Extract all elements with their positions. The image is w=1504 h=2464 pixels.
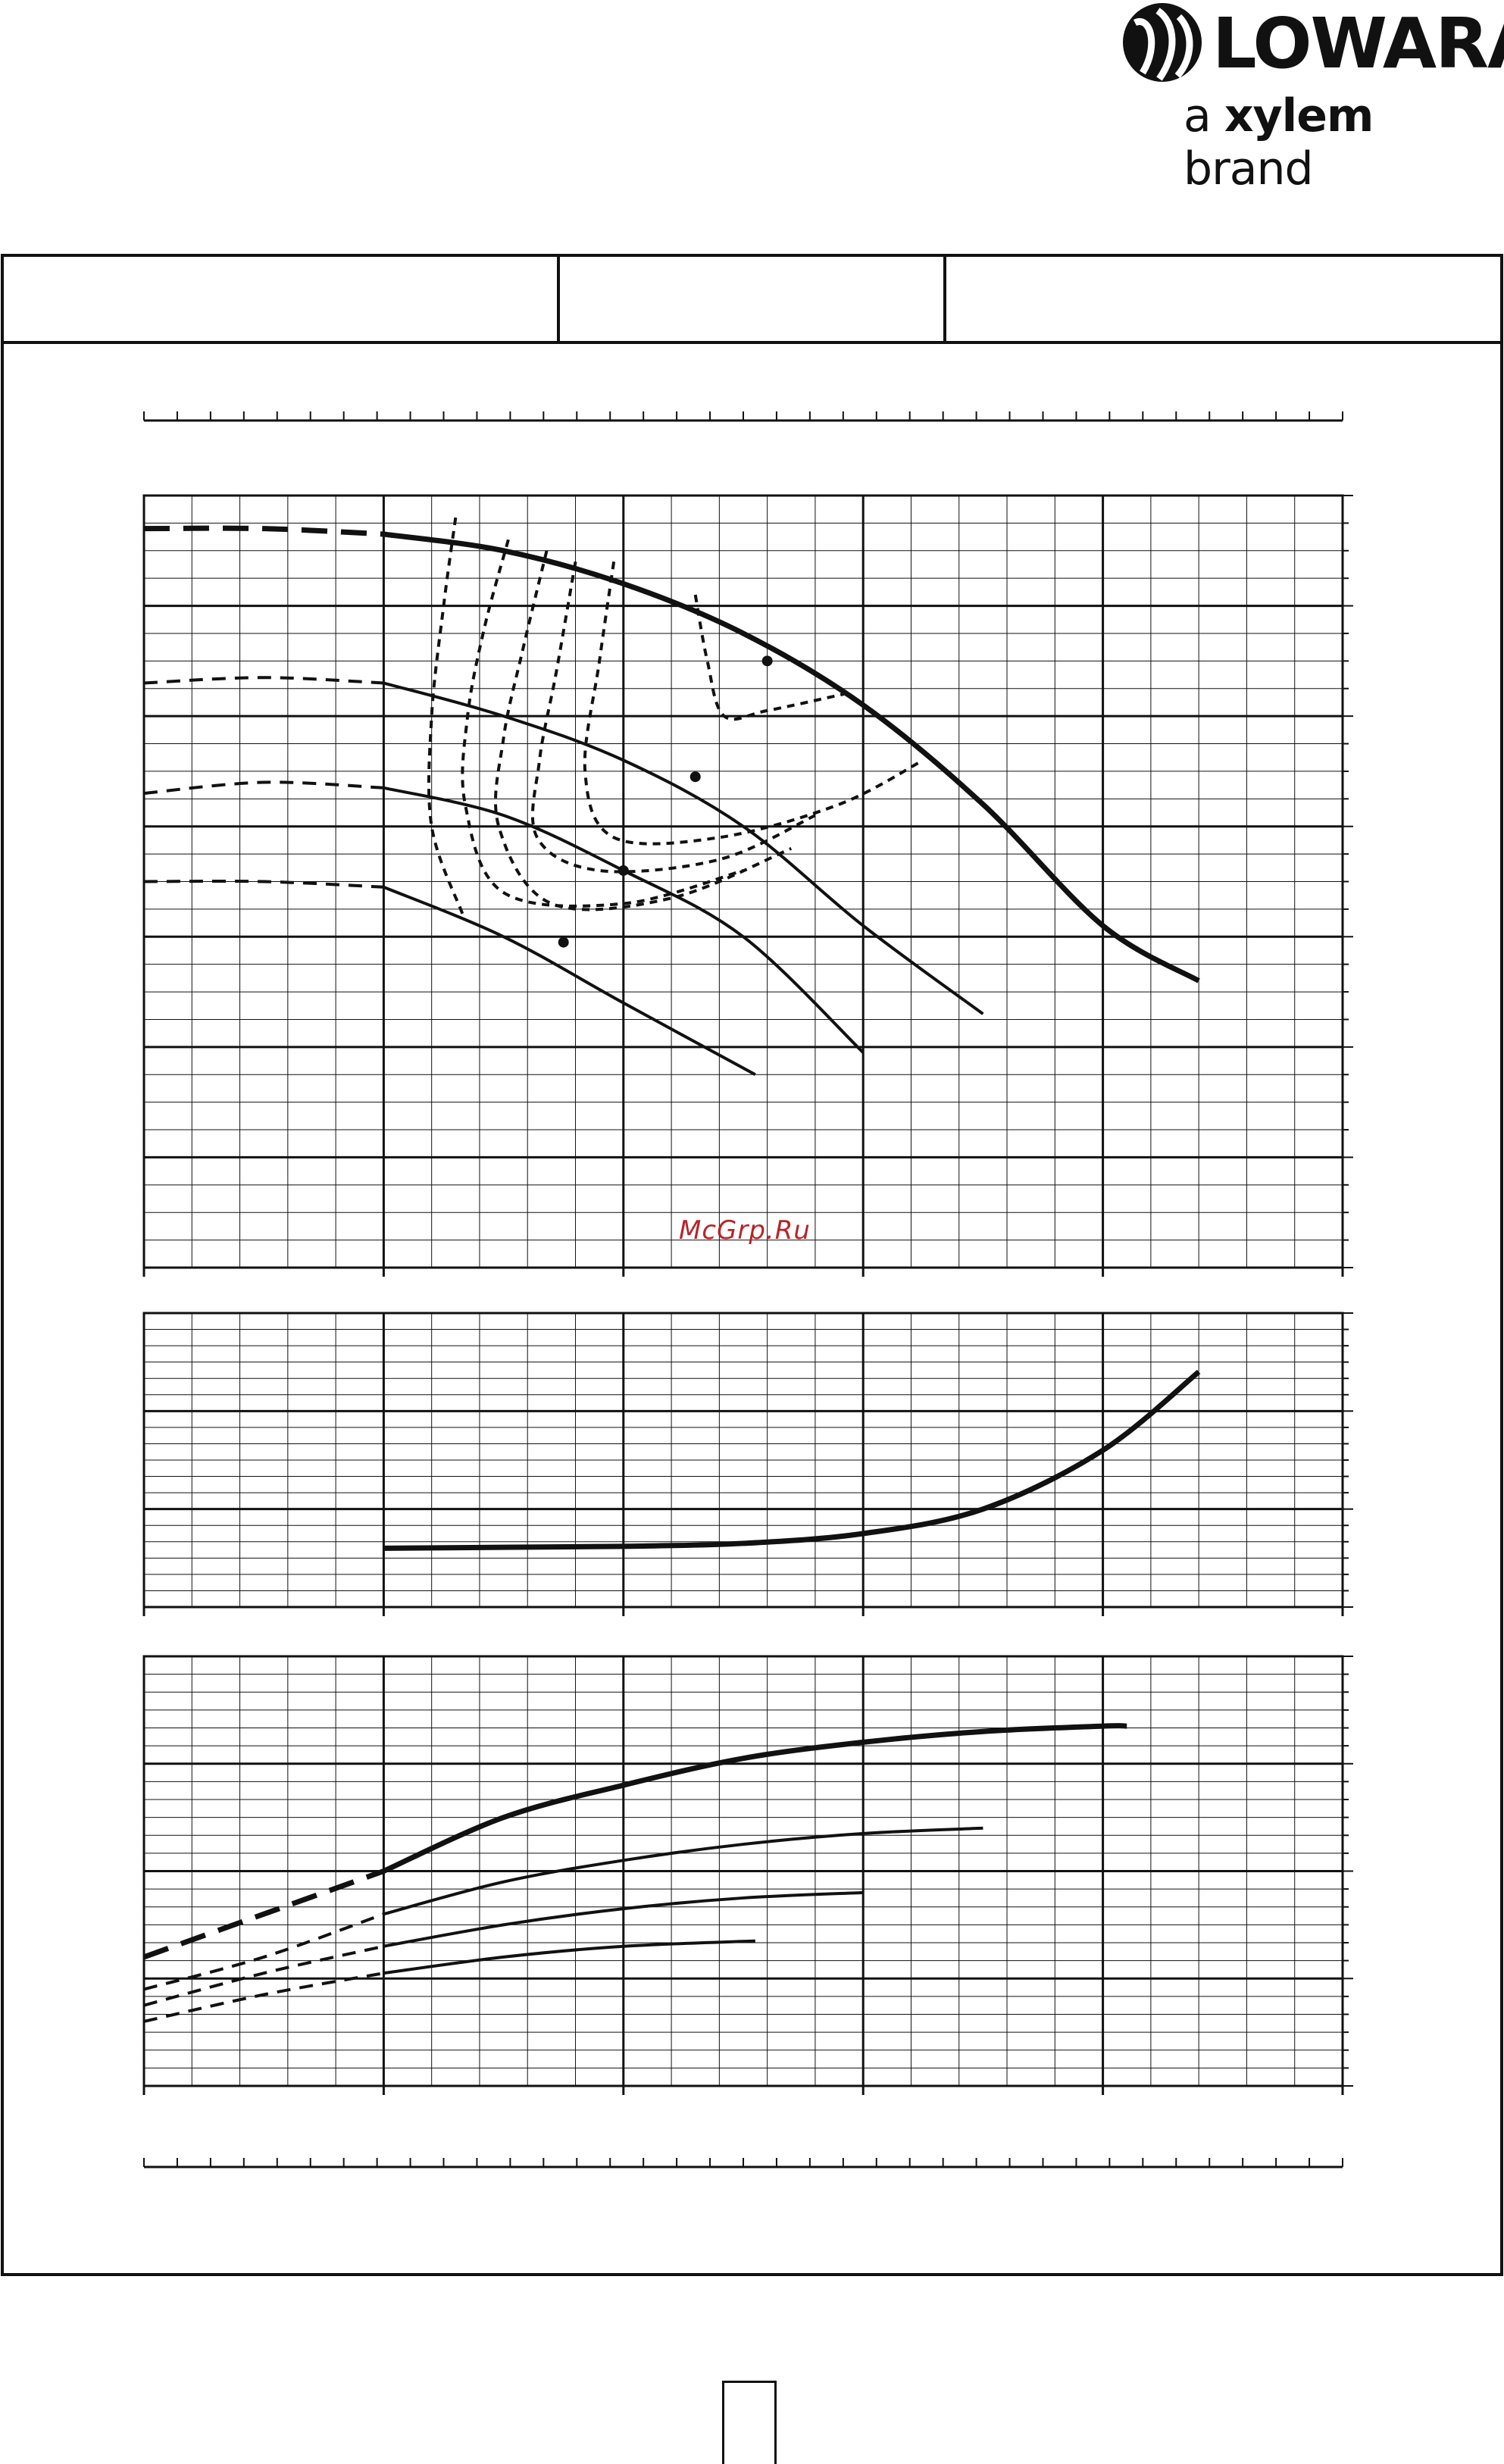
head-series-3-dashed <box>143 879 384 889</box>
top-flow-scale <box>143 411 1343 422</box>
tagline-brand: xylem <box>1224 89 1374 142</box>
curve-marker-3 <box>558 937 569 948</box>
curve-marker-0 <box>761 655 773 667</box>
power-series-1-dashed <box>143 1912 385 1991</box>
bottom-flow-scale <box>143 2158 1343 2169</box>
sheet-frame <box>1 254 1503 2276</box>
power-series-1 <box>383 1826 983 1916</box>
head-series-0 <box>383 531 1200 983</box>
page-number-box <box>722 2381 777 2464</box>
head-series-1 <box>383 681 984 1015</box>
efficiency-contour-0 <box>427 517 464 915</box>
brand-name: LOWARA <box>1212 3 1504 84</box>
efficiency-contour-4 <box>583 561 924 846</box>
brand-tagline: a xylem brand <box>1184 89 1504 195</box>
head-series-1-dashed <box>143 676 384 685</box>
plot-border <box>142 1312 1344 1609</box>
power-series-3-dashed <box>143 1972 384 2023</box>
power-chart <box>142 1655 1353 2095</box>
brand-logo <box>1106 0 1504 159</box>
head-series-0-dashed <box>143 525 384 537</box>
watermark-text: McGrp.Ru <box>679 1215 811 1246</box>
efficiency-contour-1 <box>461 539 744 908</box>
npsh-series-0 <box>383 1369 1201 1551</box>
power-series-3 <box>383 1939 755 1975</box>
efficiency-contour-5 <box>693 594 845 721</box>
curve-marker-2 <box>618 865 629 876</box>
head-series-3 <box>383 885 756 1077</box>
power-series-0-dashed <box>142 1868 385 1960</box>
npsh-chart <box>142 1312 1353 1616</box>
efficiency-contour-2 <box>494 550 793 911</box>
power-series-2-dashed <box>143 1944 384 2007</box>
curve-marker-1 <box>689 771 701 783</box>
head-series-2-dashed <box>143 780 384 796</box>
power-series-2 <box>383 1890 864 1948</box>
tagline-prefix: a <box>1184 89 1212 142</box>
power-series-0 <box>382 1723 1127 1874</box>
lowara-drop-icon <box>1123 3 1202 82</box>
plot-border <box>142 1655 1344 2087</box>
efficiency-contour-3 <box>530 561 816 874</box>
tagline-suffix: brand <box>1184 142 1314 195</box>
head-chart <box>142 494 1353 1277</box>
